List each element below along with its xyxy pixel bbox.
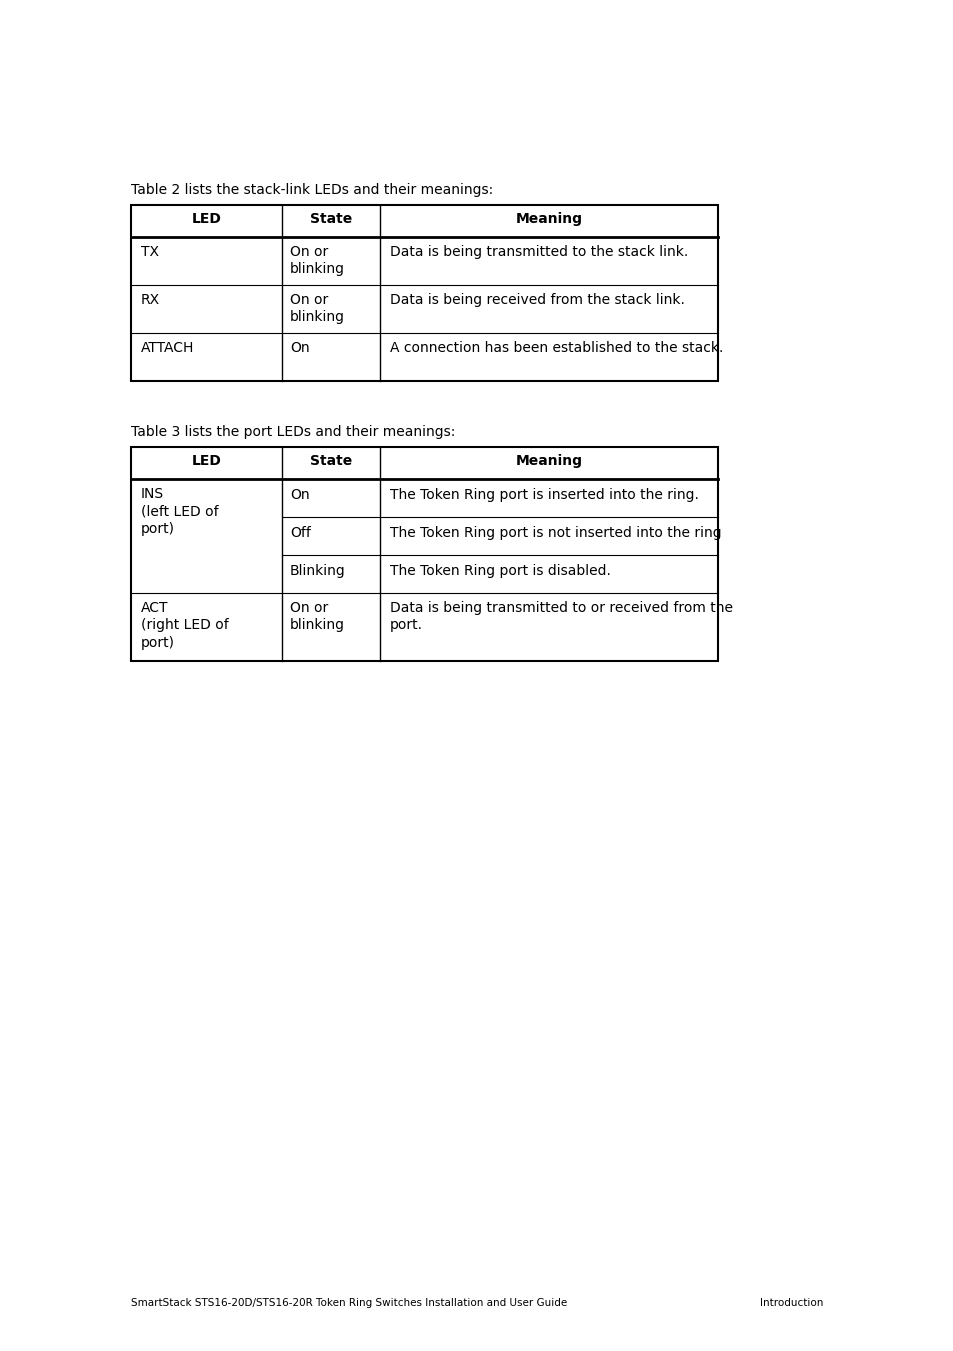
Text: ATTACH: ATTACH xyxy=(141,340,194,355)
Text: Meaning: Meaning xyxy=(515,454,582,467)
Text: Table 3 lists the port LEDs and their meanings:: Table 3 lists the port LEDs and their me… xyxy=(131,426,455,439)
Text: TX: TX xyxy=(141,245,159,259)
Text: SmartStack STS16-20D/STS16-20R Token Ring Switches Installation and User Guide: SmartStack STS16-20D/STS16-20R Token Rin… xyxy=(131,1298,567,1308)
Text: LED: LED xyxy=(192,212,221,226)
Text: On or
blinking: On or blinking xyxy=(290,601,345,632)
Text: LED: LED xyxy=(192,454,221,467)
Text: On or
blinking: On or blinking xyxy=(290,293,345,324)
Text: INS
(left LED of
port): INS (left LED of port) xyxy=(141,486,218,535)
Text: The Token Ring port is not inserted into the ring: The Token Ring port is not inserted into… xyxy=(390,526,720,540)
Text: Data is being transmitted to or received from the
port.: Data is being transmitted to or received… xyxy=(390,601,732,632)
Text: The Token Ring port is inserted into the ring.: The Token Ring port is inserted into the… xyxy=(390,488,699,503)
Text: On: On xyxy=(290,340,310,355)
Text: Off: Off xyxy=(290,526,311,540)
Bar xyxy=(131,205,718,381)
Text: Meaning: Meaning xyxy=(515,212,582,226)
Text: State: State xyxy=(310,454,352,467)
Text: RX: RX xyxy=(141,293,160,307)
Text: A connection has been established to the stack.: A connection has been established to the… xyxy=(390,340,722,355)
Text: The Token Ring port is disabled.: The Token Ring port is disabled. xyxy=(390,563,610,578)
Text: State: State xyxy=(310,212,352,226)
Text: Data is being received from the stack link.: Data is being received from the stack li… xyxy=(390,293,684,307)
Text: ACT
(right LED of
port): ACT (right LED of port) xyxy=(141,601,229,650)
Text: Blinking: Blinking xyxy=(290,563,345,578)
Bar xyxy=(131,447,718,661)
Text: Introduction: Introduction xyxy=(759,1298,822,1308)
Text: Table 2 lists the stack-link LEDs and their meanings:: Table 2 lists the stack-link LEDs and th… xyxy=(131,182,493,197)
Text: On or
blinking: On or blinking xyxy=(290,245,345,277)
Text: Data is being transmitted to the stack link.: Data is being transmitted to the stack l… xyxy=(390,245,687,259)
Text: On: On xyxy=(290,488,310,503)
